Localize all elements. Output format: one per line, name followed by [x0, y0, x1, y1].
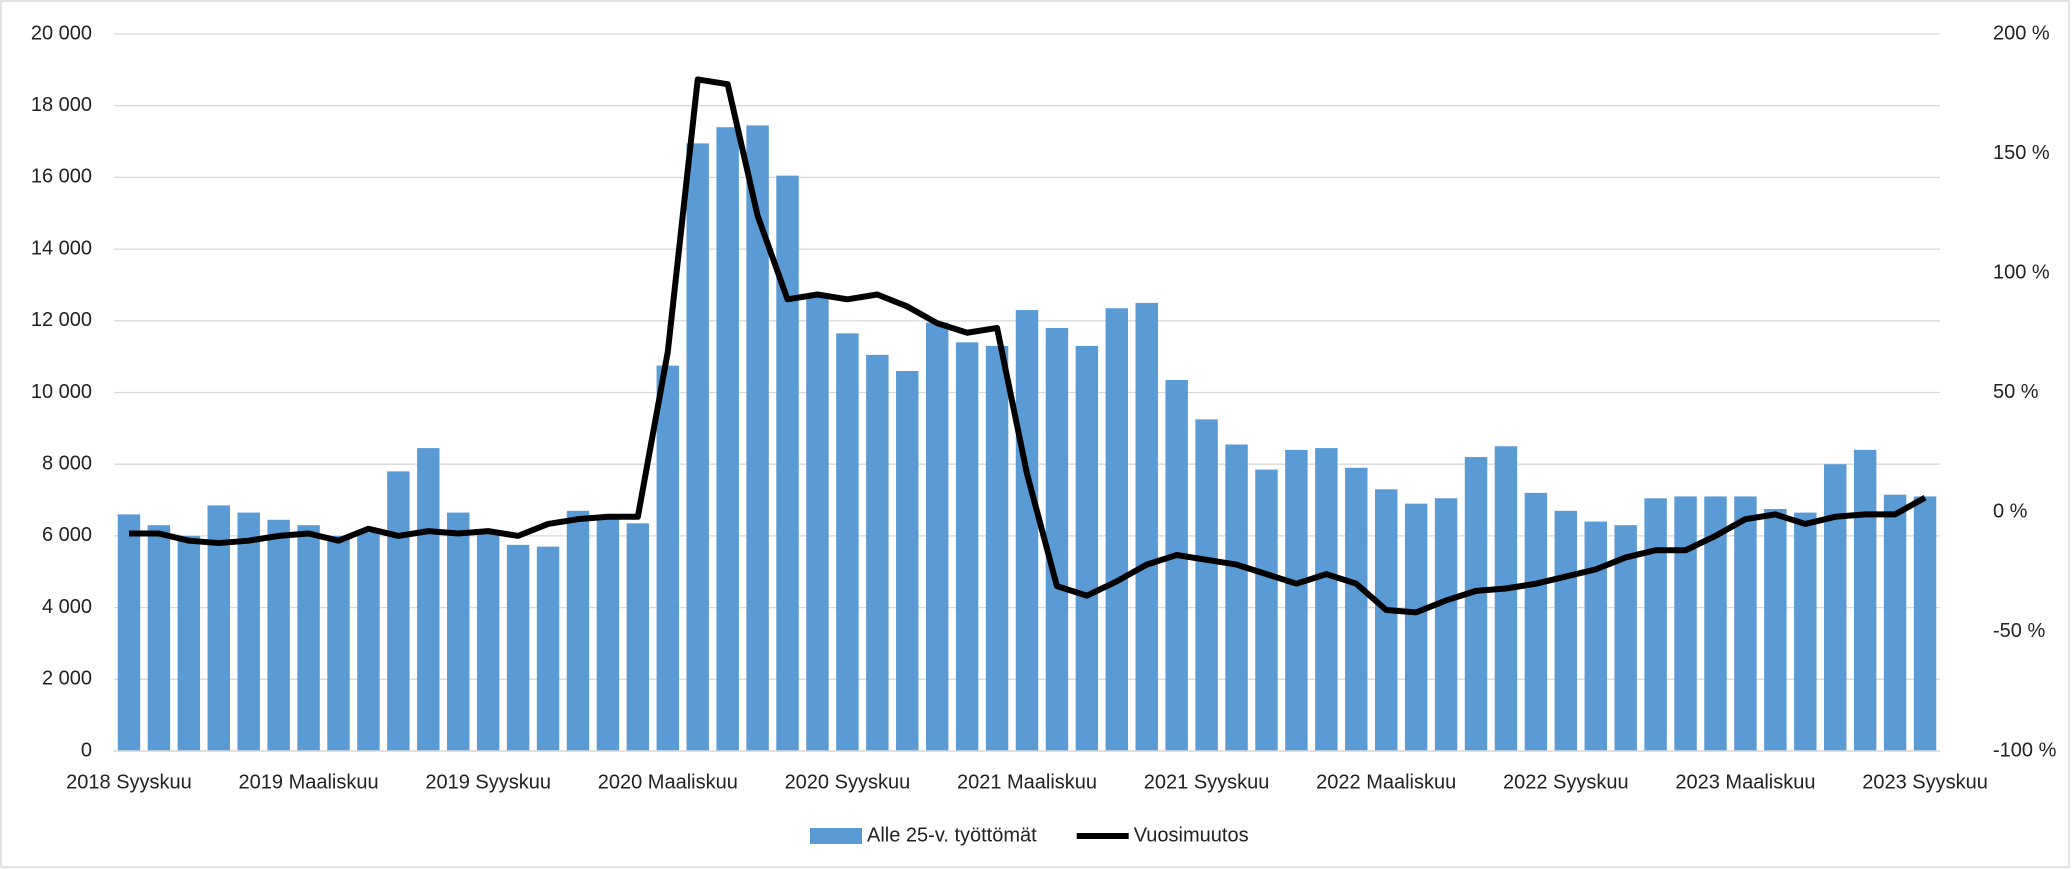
- line: [128, 76, 1927, 616]
- bar: [1794, 512, 1817, 751]
- x-tick-label: 2022 Syyskuu: [1503, 771, 1629, 793]
- bar: [1165, 379, 1188, 751]
- bar: [1764, 509, 1787, 751]
- bar: [1464, 457, 1488, 751]
- bar: [776, 175, 799, 752]
- x-tick-label: 2021 Maaliskuu: [957, 771, 1097, 793]
- bar: [447, 512, 470, 751]
- bar: [506, 544, 530, 751]
- bar: [1644, 498, 1667, 751]
- bar: [746, 125, 769, 752]
- bar: [686, 143, 709, 751]
- y-tick-label: 6 000: [42, 524, 92, 546]
- bar: [357, 532, 380, 751]
- bar: [896, 370, 919, 751]
- legend-label: Alle 25-v. työttömät: [867, 824, 1037, 846]
- bar: [1015, 310, 1039, 751]
- y-tick-label: 2 000: [42, 668, 92, 690]
- bar: [147, 525, 171, 751]
- x-tick-label: 2022 Maaliskuu: [1316, 771, 1456, 793]
- bar: [1853, 449, 1877, 751]
- bar: [955, 342, 979, 751]
- y2-tick-label: -50 %: [1993, 620, 2045, 642]
- x-tick-label: 2020 Syyskuu: [785, 771, 911, 793]
- y-tick-label: 10 000: [31, 381, 92, 403]
- bar: [1434, 498, 1458, 751]
- y-tick-label: 12 000: [31, 309, 92, 331]
- bar: [297, 525, 320, 751]
- y2-tick-label: 200 %: [1993, 22, 2050, 44]
- bar: [1674, 496, 1697, 751]
- bar: [1524, 492, 1548, 751]
- legend-label: Vuosimuutos: [1134, 824, 1249, 846]
- y-tick-label: 8 000: [42, 452, 92, 474]
- bar: [866, 354, 889, 751]
- bar: [417, 448, 440, 751]
- bar: [1554, 510, 1578, 751]
- bar: [626, 523, 650, 751]
- bar: [1255, 469, 1278, 751]
- bar: [1105, 308, 1129, 751]
- bar: [1225, 444, 1248, 751]
- bar: [1584, 521, 1607, 751]
- y-tick-label: 4 000: [42, 596, 92, 618]
- bar: [1913, 496, 1937, 751]
- bar: [716, 127, 739, 751]
- bar: [1824, 464, 1847, 751]
- y2-tick-label: 0 %: [1993, 500, 2028, 522]
- y-tick-label: 14 000: [31, 237, 92, 259]
- x-tick-label: 2023 Syyskuu: [1862, 771, 1988, 793]
- bar: [177, 535, 201, 751]
- bar: [925, 322, 949, 751]
- y2-tick-label: 50 %: [1993, 381, 2039, 403]
- x-tick-label: 2021 Syyskuu: [1144, 771, 1270, 793]
- y-tick-label: 0: [81, 739, 92, 761]
- x-tick-label: 2019 Maaliskuu: [239, 771, 379, 793]
- bar: [1704, 496, 1727, 751]
- bar: [566, 510, 590, 751]
- bar: [536, 546, 560, 751]
- x-tick-label: 2020 Maaliskuu: [598, 771, 738, 793]
- bar: [1345, 467, 1368, 751]
- bar: [1315, 448, 1338, 751]
- bar: [1075, 345, 1099, 751]
- bar: [1195, 419, 1218, 751]
- y2-tick-label: -100 %: [1993, 739, 2057, 761]
- bar: [1494, 446, 1518, 751]
- bar: [267, 519, 290, 751]
- bar: [836, 333, 859, 751]
- bar: [656, 365, 680, 751]
- bar: [117, 514, 141, 751]
- bar: [985, 345, 1009, 751]
- y-tick-label: 16 000: [31, 166, 92, 188]
- bar: [1135, 302, 1158, 751]
- bar: [1404, 503, 1428, 751]
- x-tick-label: 2018 Syyskuu: [66, 771, 192, 793]
- bar: [1285, 449, 1308, 751]
- bar: [476, 530, 500, 751]
- x-tick-label: 2023 Maaliskuu: [1675, 771, 1815, 793]
- bar: [1883, 494, 1907, 751]
- bar: [806, 295, 829, 751]
- bar: [1045, 327, 1069, 751]
- bar: [207, 505, 230, 751]
- bar: [327, 535, 350, 751]
- bar: [1614, 525, 1637, 751]
- bar: [1374, 489, 1398, 751]
- bar: [596, 516, 620, 751]
- y2-tick-label: 100 %: [1993, 261, 2050, 283]
- y-tick-label: 18 000: [31, 94, 92, 116]
- y-tick-label: 20 000: [31, 22, 92, 44]
- legend-swatch: [810, 828, 862, 844]
- x-tick-label: 2019 Syyskuu: [425, 771, 551, 793]
- bar: [237, 512, 260, 751]
- bar: [1734, 496, 1757, 751]
- bar: [387, 471, 410, 751]
- y2-tick-label: 150 %: [1993, 142, 2050, 164]
